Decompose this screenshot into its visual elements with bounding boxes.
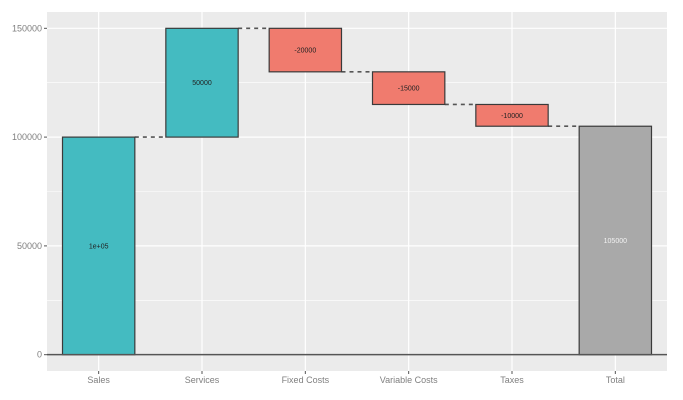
y-axis: 0 50000 100000 150000 xyxy=(12,23,47,360)
bar-value-label: -10000 xyxy=(501,113,523,120)
x-tick-label: Variable Costs xyxy=(380,375,438,385)
x-tick-label: Sales xyxy=(87,375,110,385)
x-tick-label: Total xyxy=(606,375,625,385)
y-tick-label: 100000 xyxy=(12,132,42,142)
x-tick-label: Services xyxy=(185,375,220,385)
y-tick-label: 0 xyxy=(37,350,42,360)
bar-value-label: -20000 xyxy=(294,48,316,55)
x-axis: Sales Services Fixed Costs Variable Costs Ta… xyxy=(87,371,625,385)
x-tick-label: Fixed Costs xyxy=(282,375,330,385)
bar-total xyxy=(578,125,653,356)
bar-services xyxy=(165,27,239,138)
bar-taxes xyxy=(475,103,549,127)
bars: 1e+05 50000 -20000 -15000 -10000 105000 xyxy=(61,27,653,356)
bar-fixed-costs xyxy=(268,27,343,73)
bar-value-label: 1e+05 xyxy=(89,243,109,250)
y-tick-label: 50000 xyxy=(17,241,42,251)
bar-value-label: 50000 xyxy=(192,80,212,87)
bar-variable-costs xyxy=(371,71,446,106)
connectors xyxy=(134,27,580,138)
bar-value-label: -15000 xyxy=(398,86,420,93)
grid-minor xyxy=(47,82,667,301)
x-tick-label: Taxes xyxy=(500,375,524,385)
bar-value-label: 105000 xyxy=(604,238,627,245)
y-tick-label: 150000 xyxy=(12,23,42,33)
